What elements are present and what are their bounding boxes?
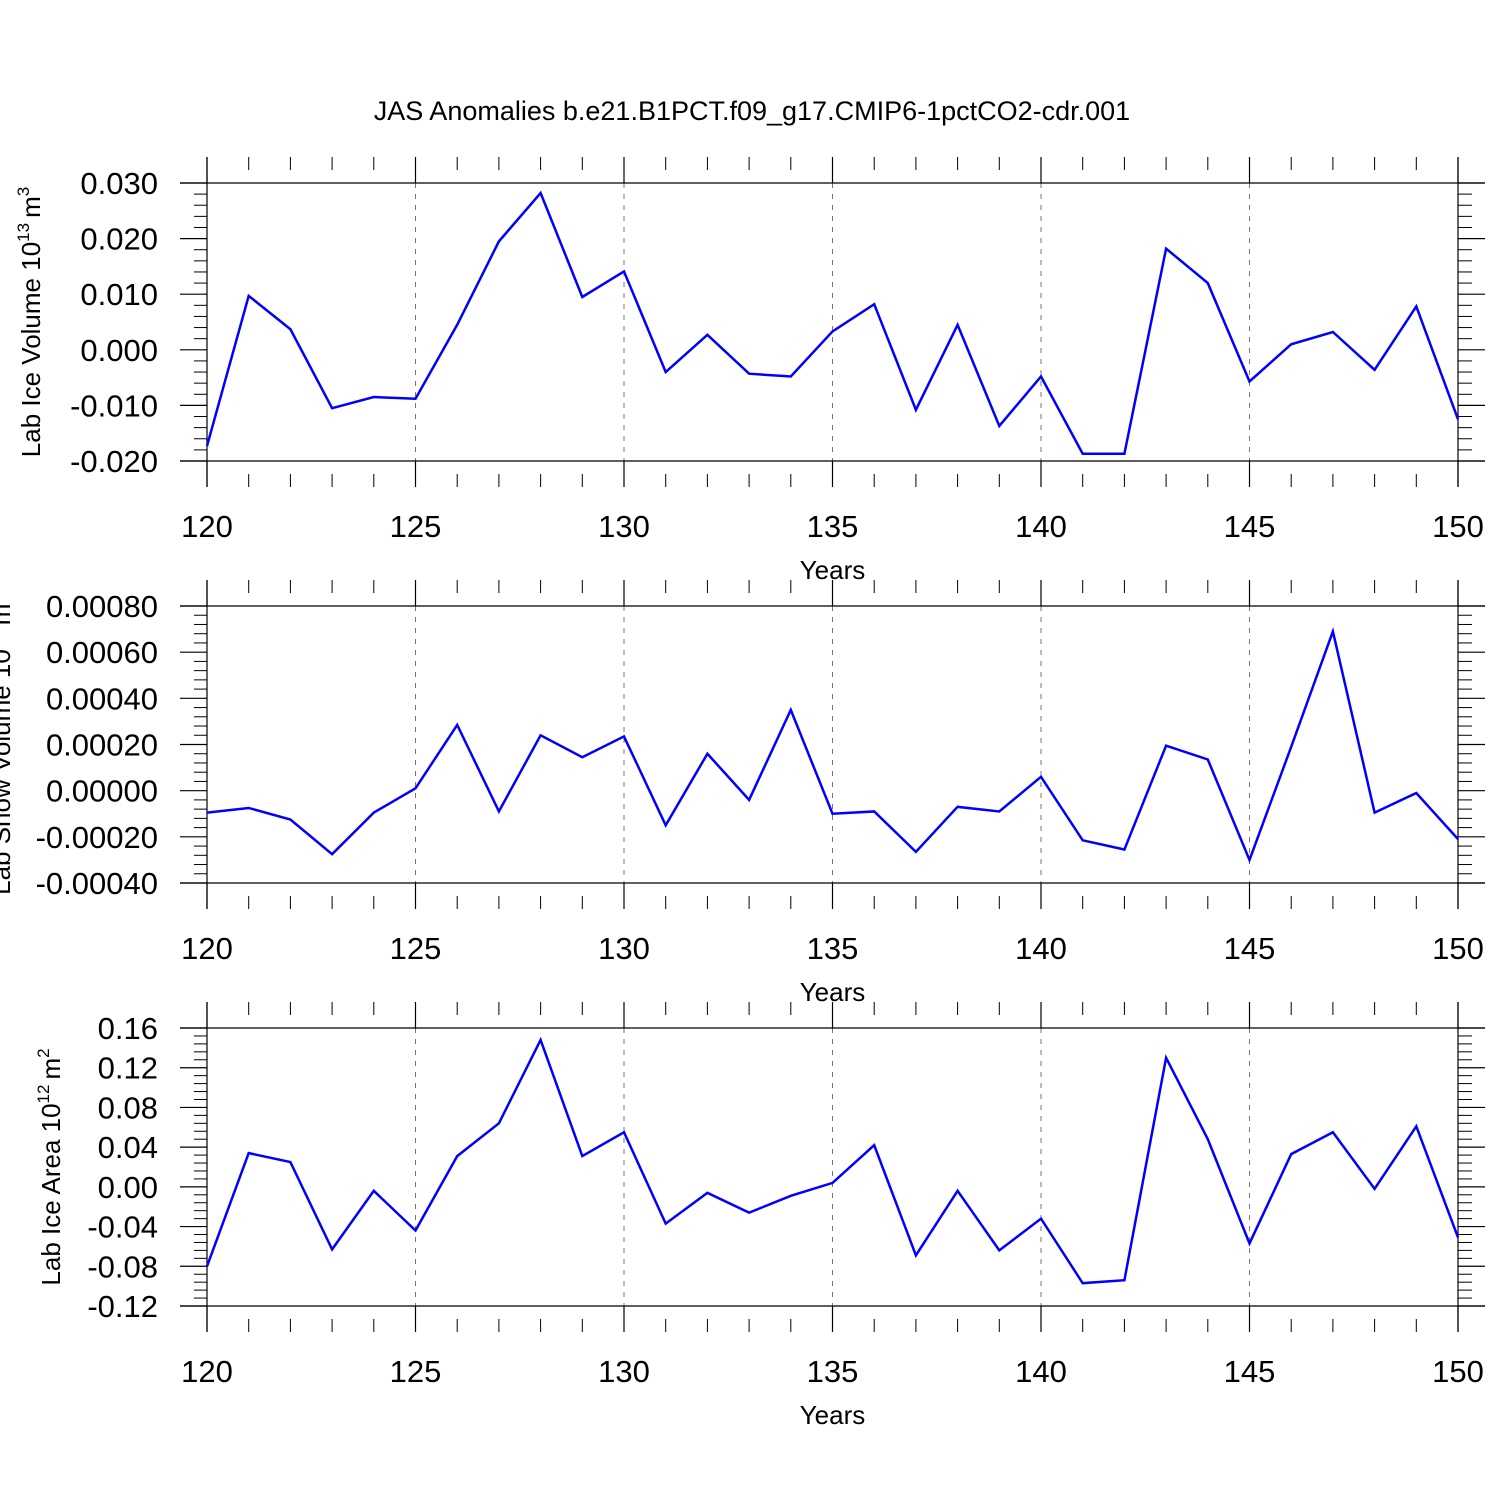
x-tick-label: 125 [390, 509, 442, 544]
y-tick-label: 0.12 [98, 1051, 158, 1086]
x-tick-label: 150 [1432, 509, 1484, 544]
y-tick-label: 0.16 [98, 1011, 158, 1046]
y-tick-label: 0.010 [80, 277, 158, 312]
y-tick-label: 0.00040 [46, 681, 158, 716]
y-tick-label: -0.020 [70, 444, 158, 479]
y-tick-label: 0.08 [98, 1090, 158, 1125]
x-axis-title: Years [800, 1400, 866, 1430]
x-tick-label: 140 [1015, 509, 1067, 544]
y-tick-label: -0.00020 [36, 820, 158, 855]
panel-1: -0.020 -0.010 0.000 0.010 0.020 0.030 120 125 13… [14, 157, 1485, 585]
y-axis-title: Lab Ice Area 1012m2 [34, 1048, 66, 1285]
y-tick-label: -0.08 [87, 1249, 158, 1284]
x-tick-label: 145 [1224, 931, 1276, 966]
y-tick-label: 0.020 [80, 222, 158, 257]
y-tick-label: 0.00020 [46, 728, 158, 763]
series-line-1 [205, 1036, 1460, 1285]
y-tick-label: 0.030 [80, 166, 158, 201]
x-tick-label: 130 [598, 509, 650, 544]
y-axis-title: Lab Ice Volume 1013m3 [14, 187, 46, 457]
x-tick-label: 145 [1224, 509, 1276, 544]
y-tick-label: 0.04 [98, 1130, 158, 1165]
x-tick-label: 120 [181, 509, 233, 544]
x-tick-label: 130 [598, 931, 650, 966]
x-tick-label: 135 [807, 931, 859, 966]
y-tick-label: -0.010 [70, 388, 158, 423]
x-tick-label: 140 [1015, 1354, 1067, 1389]
y-tick-label: 0.00080 [46, 589, 158, 624]
panel-2: -0.00040 -0.00020 0.00000 0.00020 0.00040 0.0… [0, 580, 1485, 1007]
x-tick-label: 135 [807, 1354, 859, 1389]
y-tick-label: -0.04 [87, 1210, 158, 1245]
x-tick-label: 125 [390, 931, 442, 966]
y-tick-label: 0.00000 [46, 774, 158, 809]
x-tick-label: 145 [1224, 1354, 1276, 1389]
x-tick-label: 135 [807, 509, 859, 544]
x-tick-label: 150 [1432, 1354, 1484, 1389]
figure-title: JAS Anomalies b.e21.B1PCT.f09_g17.CMIP6-… [374, 96, 1130, 126]
x-tick-label: 120 [181, 931, 233, 966]
panel-3: -0.12 -0.08 -0.04 0.00 0.04 0.08 0.12 0.16 120 12… [34, 1002, 1485, 1430]
y-tick-label: 0.00 [98, 1170, 158, 1205]
series-line-1 [205, 190, 1460, 456]
y-tick-label: -0.12 [87, 1289, 158, 1324]
series-line-1 [206, 626, 1459, 864]
x-tick-label: 140 [1015, 931, 1067, 966]
y-axis-title: Lab Snow Volume 1013m3 [0, 594, 16, 895]
x-tick-label: 125 [390, 1354, 442, 1389]
panels: -0.020 -0.010 0.000 0.010 0.020 0.030 120 125 13… [0, 157, 1485, 1430]
x-tick-label: 130 [598, 1354, 650, 1389]
x-tick-label: 120 [181, 1354, 233, 1389]
x-tick-label: 150 [1432, 931, 1484, 966]
y-tick-label: 0.000 [80, 333, 158, 368]
y-tick-label: 0.00060 [46, 635, 158, 670]
y-tick-label: -0.00040 [36, 866, 158, 901]
